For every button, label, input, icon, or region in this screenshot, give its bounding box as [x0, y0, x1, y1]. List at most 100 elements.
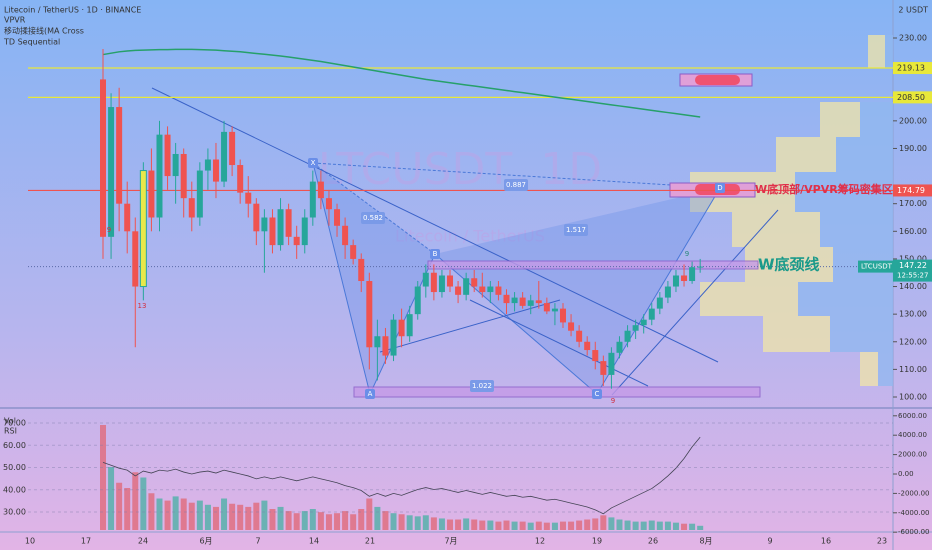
trend-line: [469, 299, 649, 387]
vpvr-bar: [878, 352, 893, 386]
pattern-triangle: [435, 188, 720, 394]
neckline-label: W底颈线: [758, 256, 820, 274]
moving-average: [102, 48, 701, 118]
candle-body: [382, 336, 389, 356]
volume-bar: [438, 518, 445, 530]
y-tick-label: 120.00: [899, 337, 927, 346]
volume-bar: [632, 521, 639, 530]
indicator-label: TD Sequential: [3, 38, 60, 47]
vpvr-bar: [795, 172, 893, 212]
left-tick-label: 30.00: [3, 508, 26, 517]
ratio-badge: [504, 179, 528, 191]
neckline-zone: [427, 260, 759, 270]
volume-bar: [196, 500, 203, 530]
candle-body: [253, 203, 260, 232]
volume-bar: [317, 512, 324, 530]
volume-bar: [576, 520, 583, 530]
last-price: 147.22: [899, 261, 927, 270]
y-tick-label: 110.00: [899, 365, 927, 374]
candle-body: [188, 198, 195, 218]
candle-body: [511, 297, 518, 304]
volume-bar: [132, 472, 139, 530]
volume-bar: [374, 506, 381, 530]
x-tick-label: 7月: [444, 537, 457, 546]
candle-body: [180, 153, 187, 199]
pattern-line: [312, 162, 436, 255]
candle-body: [301, 217, 308, 246]
vpvr-bar: [820, 212, 893, 247]
candle-body: [479, 286, 486, 293]
point-badge: [365, 389, 375, 399]
right-tick-label: -2000.00: [898, 489, 929, 497]
volume-bar: [535, 521, 542, 530]
candle-body: [139, 170, 147, 288]
candle-body: [640, 319, 647, 326]
volume-bar: [277, 506, 284, 530]
price-label: 174.79: [897, 186, 925, 195]
countdown: 12:55:27: [897, 272, 928, 280]
ratio-label: 1.517: [566, 226, 586, 234]
volume-bar: [406, 515, 413, 530]
ratio-label: 1.022: [472, 382, 492, 390]
right-tick-label: 4000.00: [898, 431, 927, 439]
y-tick-label: 200.00: [899, 116, 927, 125]
pane-label: RSI: [4, 427, 17, 436]
candle-body: [317, 181, 324, 199]
candle-body: [568, 322, 575, 331]
candle-body: [221, 131, 228, 182]
candle-body: [358, 258, 365, 282]
x-tick-label: 24: [138, 537, 148, 546]
volume-bar: [414, 516, 421, 530]
vpvr-bar: [830, 316, 893, 352]
volume-bar: [180, 498, 187, 530]
ticker-badge: [858, 260, 893, 273]
watermark-name: Litecoin / TetherUS: [395, 227, 545, 246]
volume-bar: [559, 521, 566, 530]
volume-bar: [592, 518, 599, 530]
x-tick-label: 16: [821, 537, 831, 546]
pattern-point: B: [433, 250, 438, 258]
volume-bar: [140, 477, 147, 530]
x-tick-label: 14: [309, 537, 319, 546]
pane-label: Vol: [4, 417, 16, 426]
volume-bar: [616, 519, 623, 530]
volume-bar: [648, 520, 655, 530]
candle-body: [471, 278, 478, 287]
indicator-line: [102, 436, 701, 515]
candle-body: [535, 300, 542, 304]
volume-bar: [204, 504, 211, 530]
candle-body: [624, 330, 631, 342]
candle-body: [495, 286, 502, 295]
candle-body: [229, 131, 236, 166]
candle-body: [100, 79, 106, 237]
pattern-line: [312, 162, 721, 189]
volume-bar: [479, 520, 486, 530]
td-count: 9: [107, 226, 111, 234]
volume-bar: [293, 513, 300, 530]
pattern-point: A: [368, 390, 373, 398]
volume-bar: [495, 521, 502, 530]
volume-bar: [358, 509, 365, 530]
right-tick-label: 6000.00: [898, 412, 927, 420]
candle-body: [656, 297, 663, 309]
candle-body: [124, 203, 131, 232]
volume-bar: [309, 509, 316, 530]
volume-bar: [390, 513, 397, 530]
trend-line: [151, 87, 719, 363]
volume-bar: [342, 511, 349, 530]
candle-body: [366, 281, 373, 348]
x-tick-label: 12: [535, 537, 545, 546]
volume-bar: [600, 515, 607, 530]
volume-bar: [237, 504, 244, 530]
candle-body: [632, 325, 639, 331]
td-count: 9: [611, 397, 615, 405]
candle-body: [148, 170, 155, 218]
candle-body: [608, 352, 615, 375]
candle-body: [212, 159, 219, 182]
pattern-point: D: [717, 184, 722, 192]
candle-body: [398, 319, 405, 337]
trend-line: [611, 209, 779, 396]
x-tick-label: 10: [25, 537, 35, 546]
candle-body: [430, 272, 437, 293]
header-symbol: Litecoin / TetherUS · 1D · BINANCE: [4, 6, 141, 15]
